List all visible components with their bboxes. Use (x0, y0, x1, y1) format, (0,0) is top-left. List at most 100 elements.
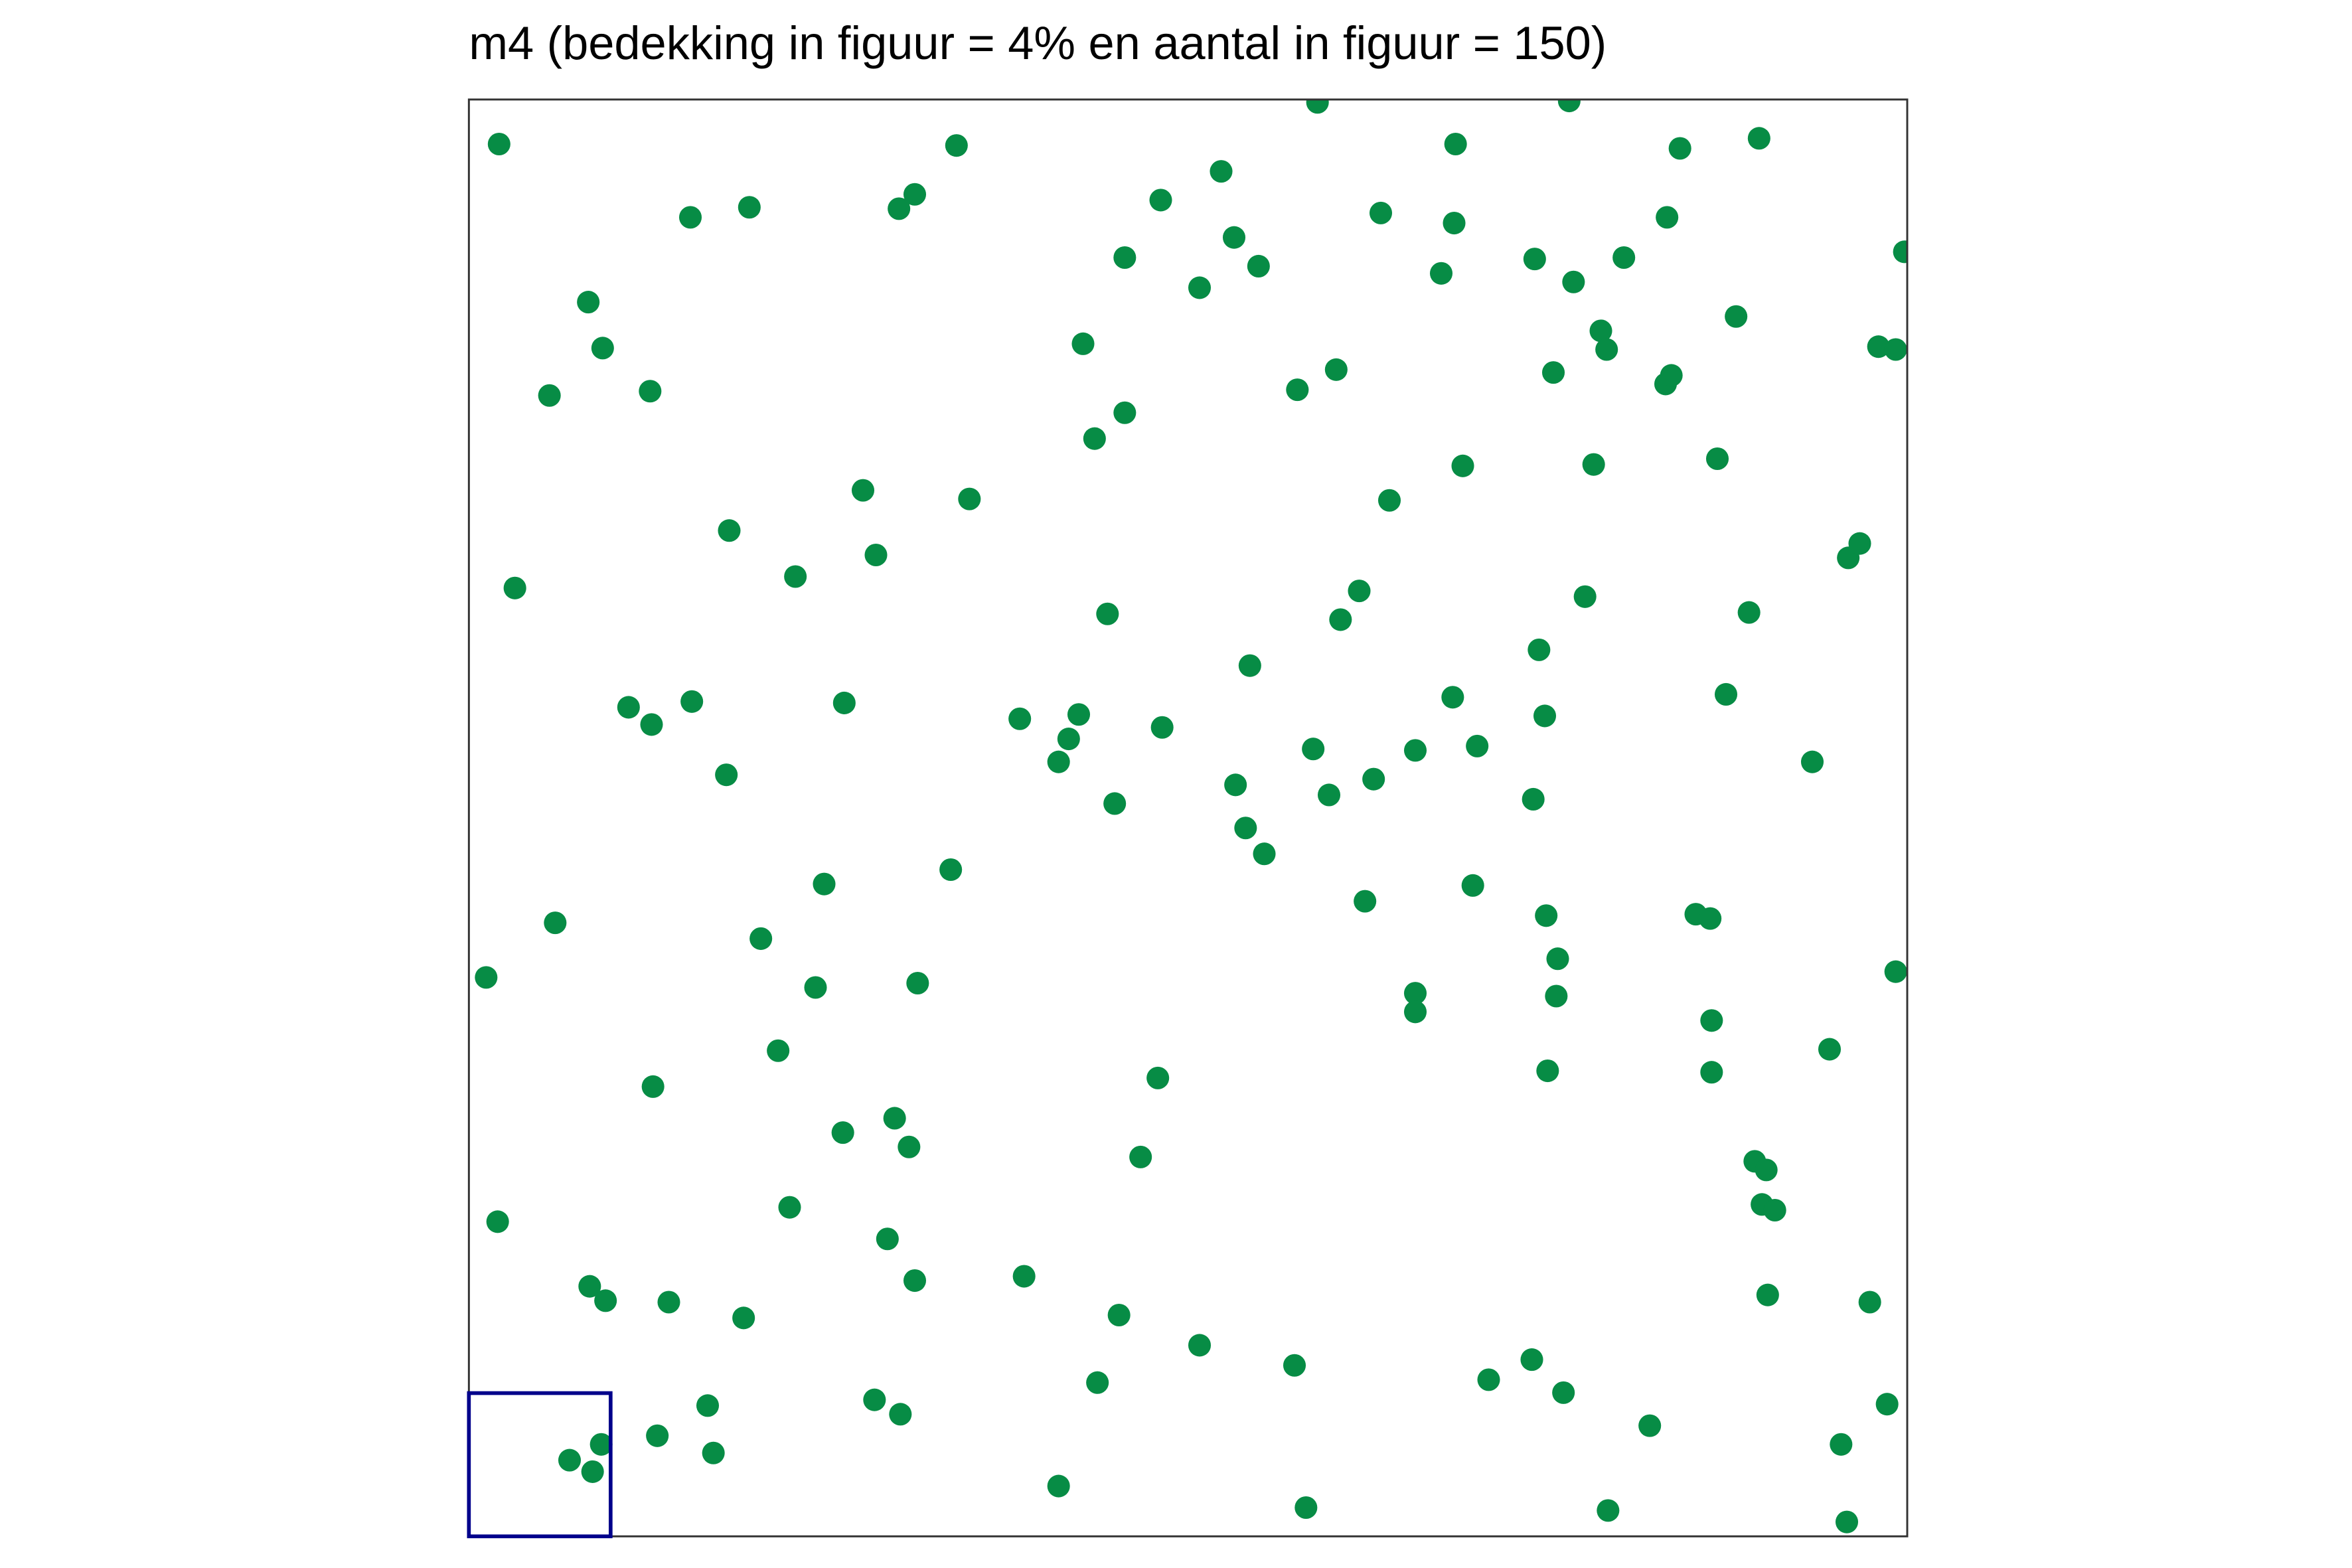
point (1557, 99, 1581, 113)
point (1638, 1414, 1662, 1437)
point (1714, 682, 1738, 706)
point (1884, 960, 1907, 983)
point (617, 696, 640, 719)
point (680, 690, 704, 713)
point (1700, 1009, 1723, 1032)
point (1012, 1265, 1036, 1288)
point (1403, 982, 1427, 1005)
point (718, 519, 741, 542)
point (641, 1075, 665, 1098)
point (1562, 270, 1585, 293)
point (1086, 1371, 1109, 1394)
point (1348, 580, 1371, 603)
point (1403, 1000, 1427, 1024)
point (1247, 254, 1270, 278)
point (487, 132, 510, 156)
point (1589, 319, 1612, 343)
point (1354, 890, 1377, 913)
point (702, 1441, 725, 1464)
point (1552, 1381, 1575, 1404)
point (1699, 907, 1722, 930)
point (1146, 1066, 1170, 1089)
point (1705, 447, 1729, 471)
point (898, 1135, 921, 1158)
point (589, 1433, 613, 1456)
point (1047, 1474, 1070, 1498)
point (1867, 335, 1890, 358)
point (1149, 189, 1172, 212)
point (1224, 773, 1247, 797)
point (657, 1291, 680, 1314)
point (876, 1227, 899, 1251)
point (1294, 1496, 1318, 1520)
point (1113, 401, 1137, 424)
point (1441, 686, 1464, 709)
point (1893, 240, 1908, 264)
point (581, 1460, 604, 1483)
point (1096, 602, 1119, 625)
point (864, 543, 888, 567)
point (1444, 132, 1467, 156)
point (1234, 817, 1257, 840)
point (1210, 160, 1233, 183)
point (1317, 783, 1341, 807)
point (1595, 338, 1618, 361)
point (1451, 454, 1474, 477)
point (903, 1269, 927, 1293)
point (578, 1275, 601, 1298)
point (888, 197, 911, 220)
point (804, 976, 827, 999)
point (1253, 842, 1276, 866)
point (1522, 787, 1545, 811)
point (1057, 728, 1080, 751)
point (1067, 703, 1091, 726)
point (594, 1289, 617, 1312)
point (939, 858, 963, 882)
point (1858, 1291, 1881, 1314)
point (1835, 1510, 1859, 1533)
point (1546, 947, 1569, 971)
point (1582, 453, 1605, 476)
point (1533, 704, 1557, 728)
point (1477, 1368, 1500, 1391)
point (1818, 1038, 1842, 1061)
point (503, 576, 526, 599)
point (591, 337, 614, 360)
point (1541, 361, 1565, 384)
point (475, 966, 498, 989)
point (1875, 1393, 1899, 1416)
point (1528, 638, 1551, 661)
point (1520, 1348, 1543, 1372)
point (1700, 1061, 1723, 1084)
point (1747, 127, 1770, 150)
point (767, 1039, 790, 1062)
point (732, 1306, 755, 1330)
point (1008, 707, 1032, 730)
point (558, 1449, 582, 1472)
point (831, 1121, 854, 1144)
point (1535, 904, 1558, 927)
point (863, 1388, 886, 1411)
point (1188, 276, 1212, 299)
point (1848, 532, 1871, 555)
point (646, 1424, 669, 1447)
point (1443, 212, 1466, 235)
point (1756, 1283, 1779, 1306)
point (639, 380, 662, 403)
point (1222, 226, 1246, 249)
point (1306, 99, 1329, 114)
point (1523, 248, 1546, 271)
point (813, 872, 836, 896)
point (1324, 358, 1348, 381)
point (1755, 1158, 1778, 1182)
point (784, 565, 807, 588)
point (1103, 792, 1127, 815)
chart-title: m4 (bedekking in figuur = 4% en aantal i… (469, 17, 1607, 69)
point (1884, 338, 1907, 361)
point (715, 763, 738, 787)
point (1466, 734, 1489, 757)
point (1725, 305, 1748, 328)
point (1429, 262, 1453, 285)
point (1113, 246, 1137, 270)
